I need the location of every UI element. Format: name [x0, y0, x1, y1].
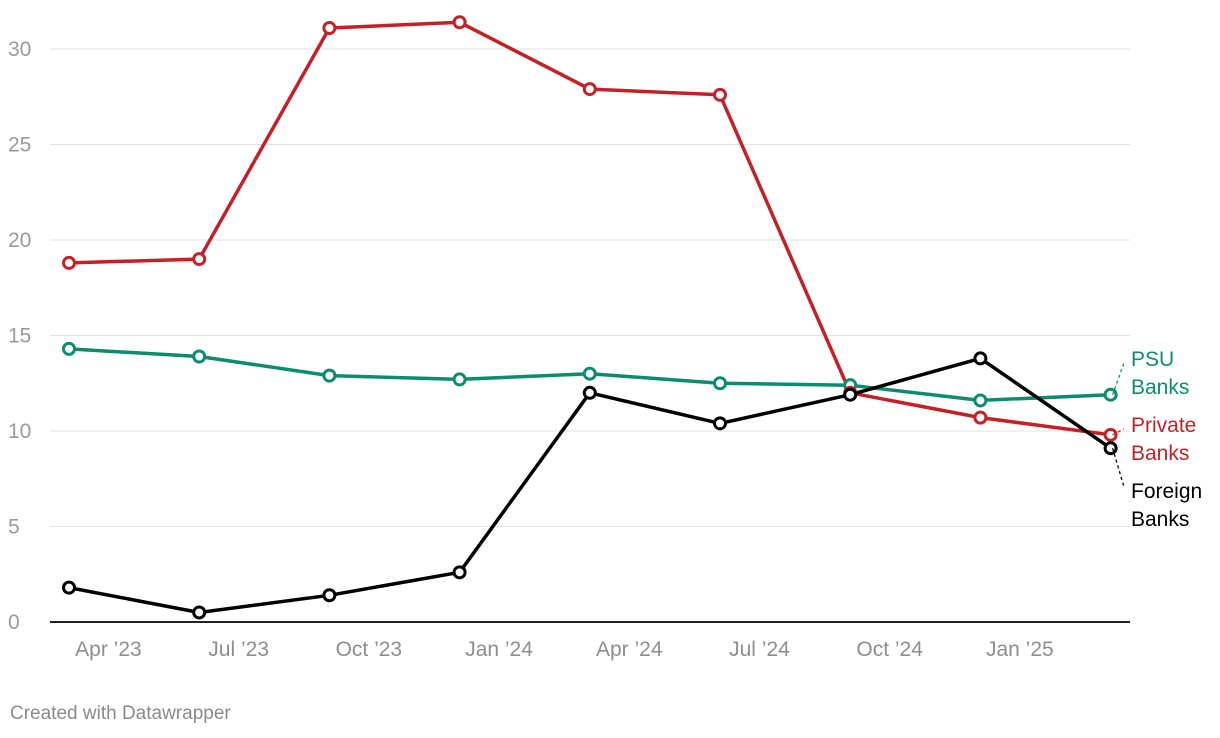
x-tick-label: Oct ’24 [856, 638, 923, 661]
y-tick-label: 0 [8, 611, 20, 634]
data-point [322, 368, 337, 383]
y-tick-label: 15 [8, 325, 31, 348]
data-point [192, 349, 207, 364]
data-point [582, 82, 597, 97]
series-label: Private [1131, 414, 1196, 437]
series-label: Banks [1131, 376, 1189, 399]
series-labels: PSU Banks Private Banks Foreign Banks [1111, 348, 1202, 531]
data-point [713, 376, 727, 391]
series-label: Banks [1131, 508, 1189, 531]
data-point [973, 351, 988, 366]
x-tick-label: Apr ’23 [75, 638, 142, 661]
data-point [1103, 387, 1118, 402]
series-group [62, 15, 1118, 620]
credit-text: Created with Datawrapper [10, 703, 231, 724]
label-connector [1111, 448, 1125, 488]
x-tick-label: Jul ’23 [208, 638, 269, 661]
x-tick-label: Apr ’24 [596, 638, 663, 661]
series-label: PSU [1131, 348, 1174, 371]
x-tick-label: Oct ’23 [336, 638, 403, 661]
series-label: Foreign [1131, 480, 1202, 503]
data-point [843, 387, 858, 402]
data-point [62, 255, 76, 270]
data-point [322, 588, 337, 603]
data-point [582, 366, 597, 381]
label-connector [1112, 428, 1125, 436]
data-point [62, 580, 76, 595]
x-tick-label: Jan ’24 [465, 638, 533, 661]
y-tick-label: 20 [8, 229, 31, 252]
gridlines [50, 48, 1130, 527]
data-point [452, 565, 467, 580]
y-tick-label: 30 [8, 38, 31, 61]
data-point [62, 341, 76, 356]
data-point [973, 393, 988, 408]
x-tick-label: Jan ’25 [986, 638, 1054, 661]
x-tick-label: Jul ’24 [729, 638, 790, 661]
y-tick-label: 25 [8, 134, 31, 157]
y-tick-label: 10 [8, 420, 31, 443]
data-point [1103, 427, 1118, 442]
data-point [973, 410, 988, 425]
y-axis-ticks: 0 5 10 15 20 25 30 [8, 38, 31, 634]
data-point [713, 416, 727, 431]
y-tick-label: 5 [8, 516, 20, 539]
x-axis-ticks: Apr ’23 Jul ’23 Oct ’23 Jan ’24 Apr ’24 Jul ’… [75, 638, 1054, 661]
series-label: Banks [1131, 442, 1189, 465]
data-point [1103, 441, 1118, 456]
data-point [192, 605, 207, 620]
data-point [322, 20, 337, 35]
data-point [452, 15, 467, 30]
data-point [582, 385, 597, 400]
data-point [192, 252, 207, 267]
data-point [452, 372, 467, 387]
data-point [713, 87, 727, 102]
